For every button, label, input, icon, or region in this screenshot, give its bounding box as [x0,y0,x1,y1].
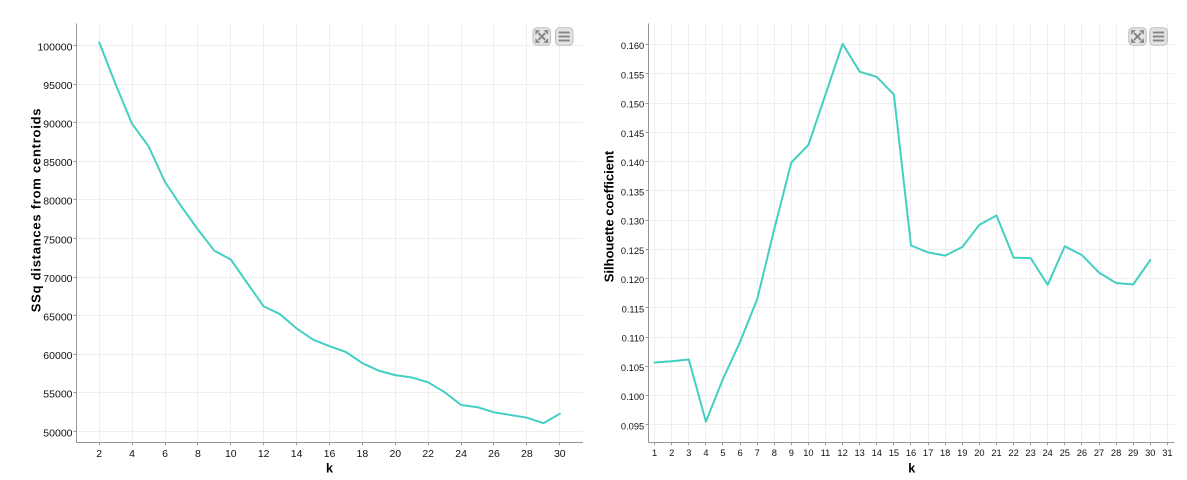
svg-text:9: 9 [789,448,794,458]
svg-text:0.140: 0.140 [621,158,644,168]
svg-text:0.145: 0.145 [621,129,644,139]
svg-text:2: 2 [96,448,102,460]
svg-text:18: 18 [940,448,950,458]
svg-text:20: 20 [389,448,401,460]
svg-text:55000: 55000 [43,389,72,401]
svg-text:5: 5 [720,448,725,458]
svg-text:0.160: 0.160 [621,41,644,51]
svg-text:28: 28 [1111,448,1121,458]
svg-text:23: 23 [1025,448,1035,458]
svg-text:22: 22 [1008,448,1018,458]
svg-text:0.095: 0.095 [621,421,644,431]
svg-text:26: 26 [488,448,500,460]
svg-text:27: 27 [1094,448,1104,458]
svg-text:7: 7 [755,448,760,458]
svg-text:14: 14 [291,448,303,460]
svg-text:0.150: 0.150 [621,100,644,110]
svg-text:60000: 60000 [43,350,72,362]
svg-text:19: 19 [957,448,967,458]
svg-text:k: k [908,462,915,476]
svg-text:75000: 75000 [43,234,72,246]
svg-text:11: 11 [821,448,831,458]
svg-text:85000: 85000 [43,157,72,169]
svg-text:1: 1 [652,448,657,458]
svg-text:3: 3 [686,448,691,458]
svg-text:50000: 50000 [43,427,72,439]
svg-text:SSq distances from centroids: SSq distances from centroids [29,108,44,313]
svg-text:20: 20 [974,448,984,458]
svg-text:18: 18 [357,448,369,460]
svg-text:12: 12 [837,448,847,458]
svg-text:6: 6 [162,448,168,460]
svg-text:16: 16 [906,448,916,458]
svg-text:0.155: 0.155 [621,70,644,80]
svg-text:12: 12 [258,448,270,460]
svg-text:22: 22 [422,448,434,460]
svg-text:26: 26 [1077,448,1087,458]
svg-text:14: 14 [872,448,882,458]
svg-text:2: 2 [669,448,674,458]
svg-text:70000: 70000 [43,273,72,285]
svg-text:15: 15 [889,448,899,458]
svg-text:65000: 65000 [43,312,72,324]
svg-text:100000: 100000 [37,41,72,53]
svg-text:6: 6 [738,448,743,458]
svg-text:0.100: 0.100 [621,392,644,402]
svg-text:8: 8 [195,448,201,460]
svg-text:0.105: 0.105 [621,363,644,373]
svg-text:17: 17 [923,448,933,458]
svg-text:16: 16 [324,448,336,460]
svg-text:4: 4 [703,448,708,458]
svg-text:25: 25 [1060,448,1070,458]
svg-text:k: k [326,462,333,476]
svg-text:0.115: 0.115 [622,304,645,314]
svg-text:Silhouette coefficient: Silhouette coefficient [602,150,617,282]
svg-text:0.135: 0.135 [621,187,644,197]
svg-text:28: 28 [521,448,533,460]
svg-text:29: 29 [1128,448,1138,458]
svg-text:95000: 95000 [43,80,72,92]
svg-text:10: 10 [225,448,237,460]
svg-text:0.125: 0.125 [621,246,644,256]
svg-text:13: 13 [855,448,865,458]
svg-text:0.110: 0.110 [622,334,645,344]
svg-text:80000: 80000 [43,196,72,208]
svg-text:10: 10 [803,448,813,458]
svg-text:21: 21 [991,448,1001,458]
svg-text:0.130: 0.130 [621,217,644,227]
svg-text:24: 24 [455,448,467,460]
svg-text:0.120: 0.120 [621,275,644,285]
svg-text:30: 30 [1145,448,1155,458]
svg-text:24: 24 [1043,448,1053,458]
svg-text:31: 31 [1162,448,1172,458]
svg-text:30: 30 [554,448,566,460]
svg-text:4: 4 [129,448,135,460]
svg-text:90000: 90000 [43,119,72,131]
svg-text:8: 8 [772,448,777,458]
